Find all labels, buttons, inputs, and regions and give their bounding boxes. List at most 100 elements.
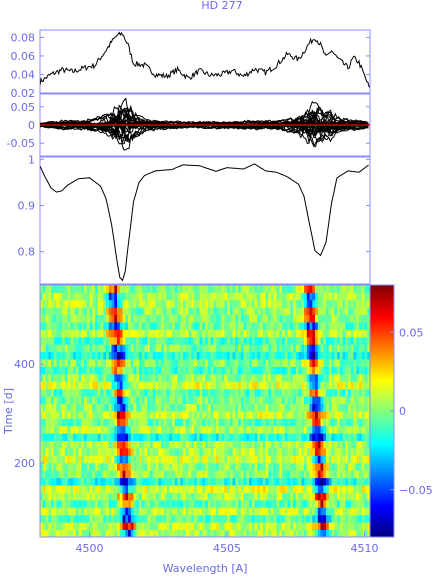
heatmap-cell bbox=[218, 411, 222, 419]
heatmap-cell bbox=[293, 403, 297, 412]
heatmap-cell bbox=[210, 396, 214, 404]
heatmap-cell bbox=[320, 507, 324, 516]
heatmap-cell bbox=[67, 307, 71, 315]
heatmap-cell bbox=[73, 529, 77, 537]
y-tick-label: 1 bbox=[28, 153, 35, 166]
heatmap-cell bbox=[361, 359, 365, 367]
y-tick-label: 200 bbox=[14, 457, 35, 470]
heatmap-cell bbox=[213, 425, 217, 434]
heatmap-cell bbox=[89, 425, 93, 434]
heatmap-cell bbox=[122, 492, 126, 501]
heatmap-cell bbox=[125, 507, 129, 516]
heatmap-cell bbox=[177, 522, 181, 530]
heatmap-cell bbox=[163, 285, 167, 293]
heatmap-cell bbox=[128, 448, 132, 456]
heatmap-cell bbox=[177, 470, 181, 479]
heatmap-cell bbox=[125, 336, 129, 345]
heatmap-cell bbox=[56, 418, 60, 427]
heatmap-cell bbox=[188, 396, 192, 404]
heatmap-cell bbox=[185, 314, 189, 323]
heatmap-cell bbox=[282, 448, 286, 456]
heatmap-cell bbox=[345, 299, 349, 308]
heatmap-cell bbox=[268, 522, 272, 530]
heatmap-cell bbox=[199, 529, 203, 537]
heatmap-cell bbox=[279, 381, 283, 390]
heatmap-cell bbox=[75, 344, 79, 353]
heatmap-cell bbox=[147, 307, 151, 315]
heatmap-cell bbox=[323, 492, 327, 501]
heatmap-cell bbox=[103, 388, 107, 397]
heatmap-cell bbox=[315, 329, 319, 338]
heatmap-cell bbox=[117, 351, 121, 360]
heatmap-cell bbox=[196, 507, 200, 516]
heatmap-cell bbox=[84, 292, 88, 301]
heatmap-cell bbox=[166, 299, 170, 308]
heatmap-cell bbox=[227, 470, 231, 479]
heatmap-cell bbox=[183, 285, 187, 293]
heatmap-cell bbox=[216, 299, 220, 308]
heatmap-cell bbox=[62, 529, 66, 537]
heatmap-cell bbox=[51, 455, 55, 464]
heatmap-cell bbox=[304, 448, 308, 456]
heatmap-cell bbox=[180, 351, 184, 360]
heatmap-cell bbox=[301, 366, 305, 375]
heatmap-cell bbox=[144, 433, 148, 441]
heatmap-cell bbox=[229, 314, 233, 323]
heatmap-cell bbox=[257, 373, 261, 382]
heatmap-cell bbox=[339, 336, 343, 345]
heatmap-cell bbox=[108, 485, 112, 493]
heatmap-cell bbox=[119, 388, 123, 397]
heatmap-cell bbox=[232, 425, 236, 434]
heatmap-cell bbox=[331, 507, 335, 516]
heatmap-cell bbox=[284, 359, 288, 367]
heatmap-cell bbox=[271, 433, 275, 441]
heatmap-cell bbox=[353, 448, 357, 456]
heatmap-cell bbox=[293, 373, 297, 382]
heatmap-cell bbox=[221, 522, 225, 530]
heatmap-cell bbox=[117, 418, 121, 427]
heatmap-cell bbox=[326, 485, 330, 493]
heatmap-cell bbox=[81, 477, 85, 486]
heatmap-cell bbox=[161, 425, 165, 434]
heatmap-cell bbox=[243, 351, 247, 360]
heatmap-cell bbox=[174, 396, 178, 404]
heatmap-cell bbox=[166, 477, 170, 486]
heatmap-cell bbox=[199, 381, 203, 390]
heatmap-cell bbox=[213, 418, 217, 427]
heatmap-cell bbox=[353, 470, 357, 479]
heatmap-cell bbox=[172, 366, 176, 375]
heatmap-cell bbox=[84, 322, 88, 330]
heatmap-cell bbox=[103, 344, 107, 353]
heatmap-cell bbox=[348, 425, 352, 434]
heatmap-cell bbox=[163, 366, 167, 375]
heatmap-cell bbox=[238, 322, 242, 330]
heatmap-cell bbox=[48, 373, 52, 382]
heatmap-cell bbox=[293, 322, 297, 330]
heatmap-cell bbox=[73, 322, 77, 330]
heatmap-cell bbox=[298, 344, 302, 353]
heatmap-cell bbox=[304, 292, 308, 301]
heatmap-cell bbox=[218, 336, 222, 345]
heatmap-cell bbox=[147, 366, 151, 375]
heatmap-cell bbox=[86, 344, 90, 353]
heatmap-cell bbox=[337, 396, 341, 404]
heatmap-cell bbox=[103, 373, 107, 382]
heatmap-cell bbox=[216, 314, 220, 323]
heatmap-cell bbox=[48, 529, 52, 537]
heatmap-cell bbox=[210, 403, 214, 412]
heatmap-cell bbox=[78, 529, 82, 537]
heatmap-cell bbox=[361, 411, 365, 419]
heatmap-cell bbox=[246, 448, 250, 456]
heatmap-cell bbox=[86, 514, 90, 523]
heatmap-cell bbox=[108, 529, 112, 537]
heatmap-cell bbox=[130, 336, 134, 345]
heatmap-cell bbox=[180, 299, 184, 308]
heatmap-cell bbox=[317, 366, 321, 375]
heatmap-cell bbox=[84, 507, 88, 516]
heatmap-cell bbox=[51, 433, 55, 441]
heatmap-cell bbox=[282, 462, 286, 471]
heatmap-cell bbox=[62, 396, 66, 404]
heatmap-cell bbox=[42, 381, 46, 390]
heatmap-cell bbox=[62, 492, 66, 501]
heatmap-cell bbox=[169, 499, 173, 508]
